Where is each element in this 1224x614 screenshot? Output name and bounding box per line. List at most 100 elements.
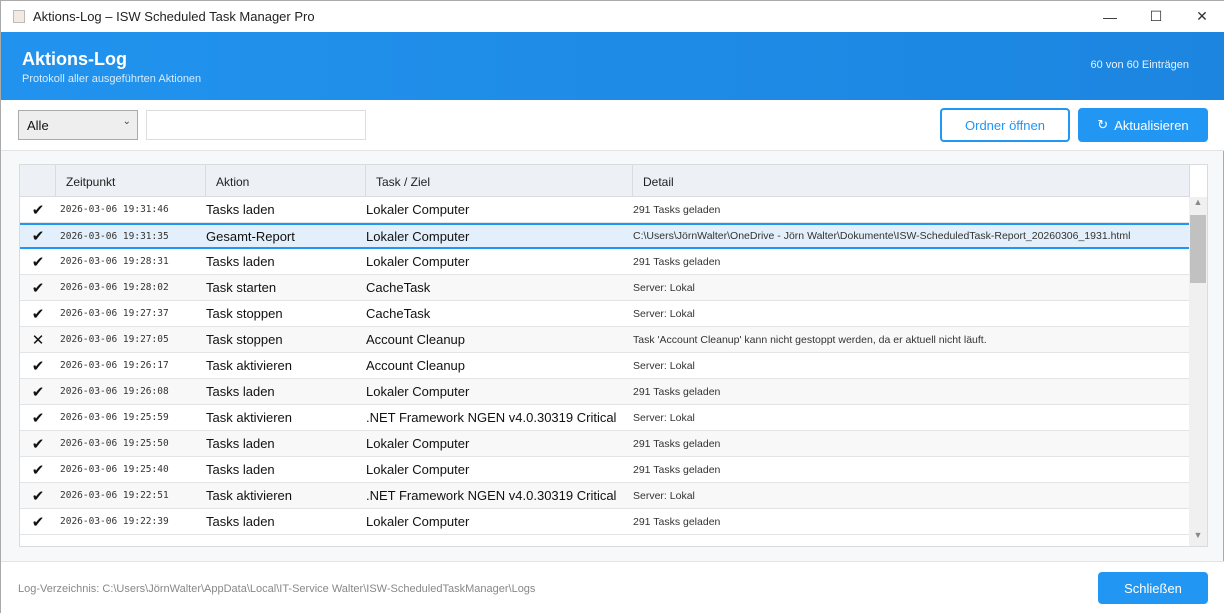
window-title: Aktions-Log – ISW Scheduled Task Manager… [33, 9, 315, 24]
cell-time: 2026-03-06 19:22:39 [60, 516, 169, 527]
cell-time: 2026-03-06 19:27:37 [60, 308, 169, 319]
cell-action: Task stoppen [206, 306, 283, 321]
cell-detail: 291 Tasks geladen [633, 385, 721, 398]
table-row[interactable]: ✔ 2026-03-06 19:31:46 Tasks laden Lokaler C… [20, 197, 1190, 223]
cell-detail: Server: Lokal [633, 281, 695, 294]
open-folder-button[interactable]: Ordner öffnen [940, 108, 1070, 142]
cell-action: Task starten [206, 280, 277, 295]
cell-action: Tasks laden [206, 384, 275, 399]
cell-time: 2026-03-06 19:25:59 [60, 412, 169, 423]
cell-target: CacheTask [366, 280, 431, 295]
cell-detail: 291 Tasks geladen [633, 255, 721, 268]
column-header-status[interactable] [20, 165, 56, 196]
title-bar: Aktions-Log – ISW Scheduled Task Manager… [1, 1, 1224, 32]
success-icon: ✔ [31, 305, 45, 323]
app-icon [13, 10, 25, 23]
refresh-button[interactable]: ↻ Aktualisieren [1078, 108, 1208, 142]
cell-action: Gesamt-Report [206, 228, 295, 244]
maximize-button[interactable]: ☐ [1149, 8, 1163, 24]
success-icon: ✔ [31, 487, 45, 505]
success-icon: ✔ [31, 383, 45, 401]
minimize-button[interactable]: — [1103, 8, 1117, 25]
refresh-label: Aktualisieren [1114, 117, 1189, 133]
success-icon: ✔ [31, 201, 45, 219]
chevron-down-icon: ⌄ [122, 116, 131, 127]
filter-select[interactable]: Alle ⌄ [18, 110, 138, 140]
success-icon: ✔ [31, 409, 45, 427]
table-row[interactable]: ✔ 2026-03-06 19:28:02 Task starten CacheTas… [20, 275, 1190, 301]
column-header-target[interactable]: Task / Ziel [366, 165, 633, 196]
success-icon: ✔ [31, 513, 45, 531]
table-row[interactable]: ✔ 2026-03-06 19:22:39 Tasks laden Lokaler C… [20, 509, 1190, 535]
cell-detail: 291 Tasks geladen [633, 515, 721, 528]
cell-target: Lokaler Computer [366, 228, 470, 244]
success-icon: ✔ [31, 435, 45, 453]
table-row[interactable]: ✔ 2026-03-06 19:25:40 Tasks laden Lokaler C… [20, 457, 1190, 483]
log-table: Zeitpunkt Aktion Task / Ziel Detail ✔ 202… [19, 164, 1208, 547]
page-header: Aktions-Log Protokoll aller ausgeführten… [1, 32, 1224, 100]
table-row[interactable]: ✔ 2026-03-06 19:28:31 Tasks laden Lokaler C… [20, 249, 1190, 275]
success-icon: ✔ [31, 357, 45, 375]
cell-target: Lokaler Computer [366, 462, 470, 477]
table-row[interactable]: ✔ 2026-03-06 19:25:50 Tasks laden Lokaler C… [20, 431, 1190, 457]
cell-detail: 291 Tasks geladen [633, 203, 721, 216]
cell-detail: 291 Tasks geladen [633, 463, 721, 476]
success-icon: ✔ [31, 253, 45, 271]
toolbar: Alle ⌄ Ordner öffnen ↻ Aktualisieren [1, 100, 1224, 151]
filter-value: Alle [27, 118, 49, 133]
refresh-icon: ↻ [1097, 117, 1109, 132]
column-header-time[interactable]: Zeitpunkt [56, 165, 206, 196]
cell-target: Lokaler Computer [366, 436, 470, 451]
vertical-scrollbar[interactable]: ▲ ▼ [1189, 197, 1207, 546]
cell-action: Task aktivieren [206, 410, 292, 425]
cell-time: 2026-03-06 19:28:02 [60, 282, 169, 293]
cell-target: Account Cleanup [366, 358, 466, 373]
table-row[interactable]: ✔ 2026-03-06 19:27:37 Task stoppen CacheTas… [20, 301, 1190, 327]
column-header-detail[interactable]: Detail [633, 165, 1190, 196]
cell-action: Task stoppen [206, 332, 283, 347]
close-button[interactable]: Schließen [1098, 572, 1208, 604]
page-title: Aktions-Log [22, 49, 127, 69]
page-subtitle: Protokoll aller ausgeführten Aktionen [22, 73, 202, 85]
table-row[interactable]: ✔ 2026-03-06 19:26:08 Tasks laden Lokaler C… [20, 379, 1190, 405]
cell-action: Tasks laden [206, 462, 275, 477]
cell-target: Lokaler Computer [366, 384, 470, 399]
table-row[interactable]: ✕ 2026-03-06 19:27:05 Task stoppen Account … [20, 327, 1190, 353]
entry-count: 60 von 60 Einträgen [1090, 59, 1189, 71]
cell-target: .NET Framework NGEN v4.0.30319 Critical [366, 488, 617, 503]
cell-detail: 291 Tasks geladen [633, 437, 721, 450]
column-header-action[interactable]: Aktion [206, 165, 366, 196]
cell-time: 2026-03-06 19:27:05 [60, 334, 169, 345]
cell-target: Lokaler Computer [366, 254, 470, 269]
footer: Log-Verzeichnis: C:\Users\JörnWalter\App… [1, 561, 1224, 614]
cell-detail: Server: Lokal [633, 411, 695, 424]
cell-detail: Server: Lokal [633, 307, 695, 320]
table-row[interactable]: ✔ 2026-03-06 19:22:51 Task aktivieren .NET … [20, 483, 1190, 509]
cell-detail: C:\Users\JörnWalter\OneDrive - Jörn Walt… [633, 230, 1131, 242]
search-input[interactable] [146, 110, 366, 140]
cell-time: 2026-03-06 19:25:40 [60, 464, 169, 475]
cell-time: 2026-03-06 19:22:51 [60, 490, 169, 501]
cell-detail: Server: Lokal [633, 359, 695, 372]
scroll-up-icon[interactable]: ▲ [1193, 197, 1203, 207]
cell-target: CacheTask [366, 306, 431, 321]
cell-action: Tasks laden [206, 254, 275, 269]
cell-time: 2026-03-06 19:31:35 [60, 230, 169, 242]
cell-detail: Task 'Account Cleanup' kann nicht gestop… [633, 333, 987, 346]
cell-action: Tasks laden [206, 514, 275, 529]
close-window-button[interactable]: ✕ [1196, 8, 1208, 24]
scroll-thumb[interactable] [1190, 215, 1206, 283]
error-icon: ✕ [31, 331, 45, 349]
cell-target: Account Cleanup [366, 332, 466, 347]
cell-time: 2026-03-06 19:26:17 [60, 360, 169, 371]
table-row[interactable]: ✔ 2026-03-06 19:26:17 Task aktivieren Accou… [20, 353, 1190, 379]
cell-detail: Server: Lokal [633, 489, 695, 502]
cell-time: 2026-03-06 19:25:50 [60, 438, 169, 449]
cell-time: 2026-03-06 19:31:46 [60, 204, 169, 215]
scroll-down-icon[interactable]: ▼ [1193, 530, 1203, 540]
cell-action: Tasks laden [206, 436, 275, 451]
table-row[interactable]: ✔ 2026-03-06 19:25:59 Task aktivieren .NET … [20, 405, 1190, 431]
table-row[interactable]: ✔ 2026-03-06 19:31:35 Gesamt-Report Lokaler… [20, 223, 1190, 249]
success-icon: ✔ [31, 228, 45, 245]
success-icon: ✔ [31, 461, 45, 479]
